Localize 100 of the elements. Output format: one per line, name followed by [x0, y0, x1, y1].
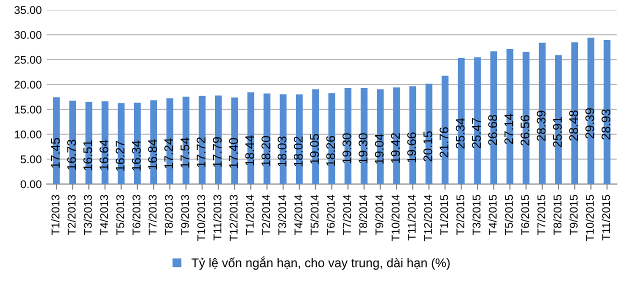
x-tick-label: T7/2013: [148, 194, 157, 235]
x-tick-label: T8/2015: [553, 194, 562, 235]
data-label: 17.79: [212, 137, 222, 167]
data-label: 17.24: [164, 138, 174, 168]
bar: [182, 96, 190, 184]
data-label: 17.72: [196, 137, 206, 168]
data-label: 18.20: [261, 136, 270, 166]
bar: [344, 88, 352, 184]
bar: [53, 97, 60, 184]
data-label: 18.03: [278, 136, 287, 166]
y-tick-label: 0.00: [20, 180, 42, 188]
bar: [264, 93, 270, 184]
x-tick-label: T1/2013: [51, 194, 60, 235]
data-label: 19.42: [391, 133, 400, 163]
bar: [296, 94, 303, 184]
data-label: 21.76: [440, 127, 448, 158]
data-label: 19.05: [310, 134, 319, 164]
bar: [393, 87, 400, 184]
x-tick-label: T5/2013: [116, 194, 124, 235]
bar: [102, 101, 108, 184]
bar: [604, 40, 610, 184]
data-label: 29.39: [585, 108, 594, 138]
data-label: 16.73: [67, 140, 76, 170]
bar: [442, 76, 449, 184]
x-tick-label: T11/2013: [213, 194, 222, 240]
x-tick-label: T2/2015: [456, 194, 464, 235]
x-tick-label: T9/2015: [569, 194, 578, 235]
x-tick-label: T6/2013: [132, 194, 140, 235]
x-tick-label: T8/2013: [164, 194, 173, 235]
bar: [214, 96, 222, 184]
data-label: 25.91: [552, 116, 562, 148]
data-label: 17.40: [229, 138, 238, 168]
data-label: 19.66: [407, 132, 416, 162]
bar: [587, 38, 594, 184]
data-label: 20.15: [423, 131, 432, 162]
bar: [312, 89, 319, 184]
x-tick-label: T2/2013: [67, 194, 76, 235]
x-tick-label: T10/2015: [586, 194, 594, 242]
x-tick-label: T4/2015: [488, 194, 497, 235]
y-tick-label: 35.00: [14, 6, 42, 14]
x-tick-label: T5/2015: [504, 194, 513, 235]
bar: [522, 52, 530, 184]
x-tick-label: T12/2013: [229, 194, 238, 242]
data-label: 25.34: [456, 118, 465, 148]
x-tick-label: T9/2013: [180, 194, 189, 235]
x-tick-label: T11/2015: [602, 194, 610, 240]
data-label: 16.84: [148, 139, 157, 170]
y-tick-label: 5.00: [20, 155, 42, 164]
x-tick-label: T7/2014: [342, 194, 351, 235]
y-tick-label: 10.00: [14, 130, 42, 138]
data-label: 19.30: [358, 133, 368, 164]
bar: [150, 100, 158, 184]
x-tick-label: T1/2015: [440, 194, 448, 235]
x-tick-label: T6/2015: [520, 194, 530, 235]
x-tick-label: T8/2014: [358, 194, 368, 235]
data-label: 17.45: [51, 138, 60, 168]
data-label: 26.56: [520, 115, 530, 146]
x-tick-label: T3/2014: [278, 194, 286, 235]
x-tick-label: T7/2015: [537, 194, 546, 235]
x-tick-label: T3/2013: [84, 194, 92, 235]
data-label: 16.34: [132, 140, 141, 171]
x-tick-label: T3/2015: [472, 194, 480, 235]
x-tick-label: T5/2014: [310, 194, 319, 235]
data-label: 27.14: [504, 114, 514, 144]
bar: [231, 97, 238, 184]
y-tick-label: 20.00: [14, 80, 42, 89]
x-tick-label: T4/2014: [294, 194, 302, 235]
bar: [69, 100, 76, 184]
data-label: 16.64: [100, 140, 108, 170]
bar: [555, 55, 562, 184]
data-label: 25.47: [472, 118, 481, 148]
x-tick-label: T10/2013: [197, 194, 206, 242]
data-label: 19.30: [342, 133, 352, 164]
x-tick-label: T4/2013: [100, 194, 108, 235]
data-label: 16.27: [116, 140, 125, 171]
data-label: 18.02: [294, 136, 303, 166]
y-tick-label: 25.00: [14, 56, 42, 64]
bar: [506, 48, 514, 184]
bar: [474, 57, 481, 184]
x-tick-label: T11/2014: [408, 194, 416, 240]
data-label: 19.04: [374, 134, 384, 164]
bar: [360, 88, 368, 184]
bar: [134, 102, 141, 184]
data-label: 26.68: [488, 115, 498, 146]
y-tick-label: 30.00: [14, 30, 42, 39]
x-tick-label: T6/2014: [326, 194, 335, 235]
x-tick-label: T12/2014: [424, 194, 432, 242]
bar: [426, 84, 432, 184]
legend-label: Tỷ lệ vốn ngắn hạn, cho vay trung, dài hạn (%): [192, 256, 450, 270]
x-tick-label: T2/2014: [262, 194, 270, 235]
x-tick-label: T9/2014: [375, 194, 384, 235]
x-tick-label: T10/2014: [391, 194, 400, 242]
data-label: 28.39: [536, 110, 546, 141]
data-label: 28.93: [602, 109, 610, 140]
data-label: 28.48: [569, 110, 578, 141]
data-label: 17.54: [180, 138, 190, 168]
x-tick-label: T1/2014: [246, 194, 254, 235]
data-label: 16.51: [83, 140, 92, 170]
data-label: 18.44: [245, 135, 254, 166]
y-tick-label: 15.00: [14, 106, 42, 114]
